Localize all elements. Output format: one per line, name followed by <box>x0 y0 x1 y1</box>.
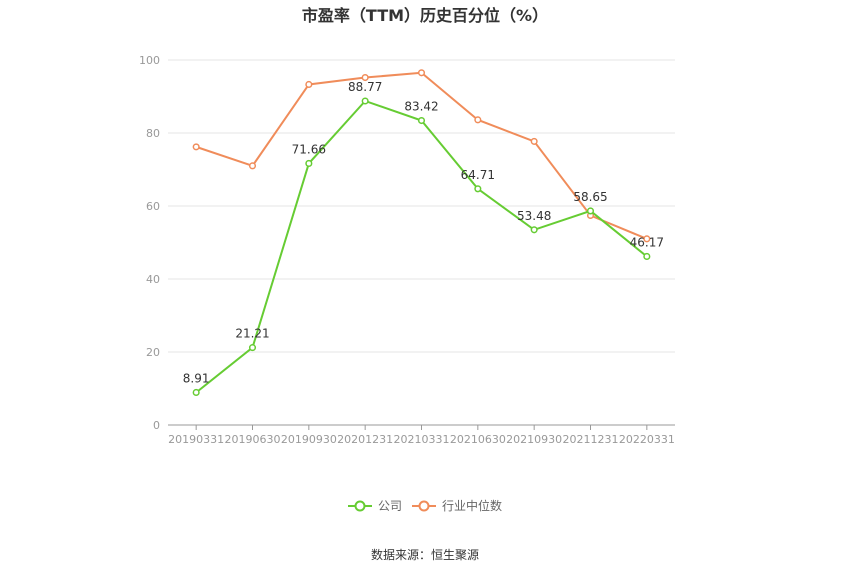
data-point[interactable] <box>417 69 426 77</box>
x-tick-label: 20210930 <box>506 433 562 446</box>
data-point[interactable] <box>248 344 257 352</box>
x-tick-label: 20210331 <box>394 433 450 446</box>
data-point[interactable] <box>530 137 538 145</box>
data-point[interactable] <box>643 235 651 243</box>
data-point[interactable] <box>305 159 313 167</box>
x-tick-label: 20190331 <box>168 433 224 446</box>
data-labels: 8.91 21.21 71.66 88.77 83.42 64.71 53.48 58.65 4… <box>183 80 664 385</box>
data-point[interactable] <box>305 80 313 89</box>
data-point[interactable] <box>361 73 369 82</box>
x-tick-label: 20190630 <box>225 433 281 446</box>
data-point[interactable] <box>192 388 200 397</box>
data-label: 71.66 <box>292 142 326 156</box>
data-label: 53.48 <box>517 209 551 223</box>
data-point[interactable] <box>474 185 482 193</box>
series-layer <box>192 69 651 397</box>
data-label: 58.65 <box>573 190 607 204</box>
data-label: 83.42 <box>404 100 438 114</box>
legend-item-1[interactable]: 行业中位数 <box>412 498 502 513</box>
data-label: 8.91 <box>183 371 210 385</box>
data-point[interactable] <box>643 252 651 261</box>
y-axis: 0 20 40 60 80 100 <box>139 54 160 432</box>
data-point[interactable] <box>192 143 200 151</box>
x-axis: 20190331 20190630 20190930 20201231 20210331… <box>168 424 675 446</box>
x-tick-label: 20220331 <box>619 433 675 446</box>
y-tick-label: 20 <box>146 346 160 359</box>
data-point[interactable] <box>586 207 595 215</box>
y-tick-label: 100 <box>139 54 160 67</box>
data-label: 21.21 <box>235 327 269 341</box>
x-tick-label: 20211231 <box>563 433 619 446</box>
x-tick-label: 20190930 <box>281 433 337 446</box>
legend-label: 公司 <box>378 499 402 513</box>
data-point[interactable] <box>417 116 426 125</box>
x-tick-label: 20201231 <box>337 433 393 446</box>
data-label: 46.17 <box>630 235 664 249</box>
legend-marker <box>354 500 366 512</box>
data-point[interactable] <box>361 97 369 105</box>
data-point[interactable] <box>530 226 538 234</box>
chart-title: 市盈率（TTM）历史百分位（%） <box>302 6 548 25</box>
series-line-0 <box>195 99 648 394</box>
x-tick-label: 20210630 <box>450 433 506 446</box>
data-source: 数据来源：恒生聚源 <box>371 547 479 562</box>
data-point[interactable] <box>474 116 482 124</box>
data-point[interactable] <box>248 162 257 170</box>
data-label: 88.77 <box>348 80 382 94</box>
legend-marker <box>418 500 430 512</box>
legend-item-0[interactable]: 公司 <box>348 499 402 513</box>
data-label: 64.71 <box>461 168 495 182</box>
y-tick-label: 80 <box>146 127 160 140</box>
y-tick-label: 40 <box>146 273 160 286</box>
y-tick-label: 60 <box>146 200 160 213</box>
legend[interactable]: 公司 行业中位数 <box>348 498 502 513</box>
grid <box>168 59 675 353</box>
legend-label: 行业中位数 <box>442 498 502 513</box>
y-tick-label: 0 <box>153 419 160 432</box>
